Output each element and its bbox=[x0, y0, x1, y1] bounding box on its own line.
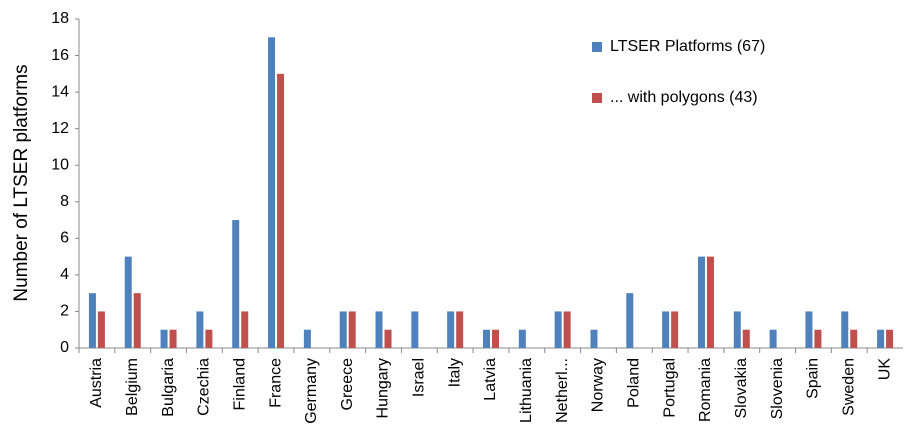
bar bbox=[277, 73, 285, 348]
bar bbox=[626, 293, 634, 348]
x-tick-label: Belgium bbox=[124, 358, 141, 416]
y-axis-label: Number of LTSER platforms bbox=[11, 64, 32, 301]
bar bbox=[241, 311, 249, 348]
x-tick-label: Austria bbox=[88, 358, 105, 408]
x-tick-label: Italy bbox=[446, 358, 463, 387]
x-tick-label: Bulgaria bbox=[160, 358, 177, 417]
bar bbox=[375, 311, 383, 348]
bar bbox=[88, 293, 96, 348]
bar bbox=[850, 329, 858, 348]
y-tick-label: 14 bbox=[51, 83, 69, 100]
x-tick-label: Lithuania bbox=[518, 358, 535, 423]
y-tick-label: 10 bbox=[51, 156, 69, 173]
x-tick-label: Latvia bbox=[482, 358, 499, 401]
bar bbox=[590, 329, 598, 348]
x-tick-label: Hungary bbox=[375, 358, 392, 418]
y-tick-label: 8 bbox=[60, 193, 69, 210]
bar bbox=[706, 256, 714, 348]
x-tick-label: Norway bbox=[590, 358, 607, 412]
x-tick-label: Czechia bbox=[196, 358, 213, 416]
legend-label: ... with polygons (43) bbox=[610, 89, 758, 106]
x-tick-label: Portugal bbox=[661, 358, 678, 418]
x-tick-label: UK bbox=[876, 358, 893, 381]
bar bbox=[169, 329, 177, 348]
bar bbox=[232, 220, 240, 348]
bar bbox=[303, 329, 311, 348]
bar bbox=[384, 329, 392, 348]
x-tick-label: Israel bbox=[411, 358, 428, 397]
x-tick-label: Greece bbox=[339, 358, 356, 411]
bar bbox=[447, 311, 455, 348]
bar bbox=[554, 311, 562, 348]
bar bbox=[348, 311, 356, 348]
bar bbox=[456, 311, 464, 348]
x-tick-label: France bbox=[267, 358, 284, 408]
x-tick-label: Finland bbox=[231, 358, 248, 410]
x-tick-label: Netherl... bbox=[554, 358, 571, 423]
bar bbox=[492, 329, 499, 348]
bar bbox=[518, 329, 526, 348]
bar bbox=[160, 329, 168, 348]
y-tick-label: 18 bbox=[51, 10, 69, 27]
bar bbox=[483, 329, 490, 348]
x-tick-label: Germany bbox=[303, 358, 320, 424]
bar bbox=[742, 329, 750, 348]
bar bbox=[769, 329, 777, 348]
x-tick-label: Slovenia bbox=[769, 358, 786, 419]
bar bbox=[662, 311, 670, 348]
bar bbox=[841, 311, 849, 348]
x-tick-label: Romania bbox=[697, 358, 714, 422]
bar bbox=[814, 329, 822, 348]
y-tick-label: 16 bbox=[51, 47, 69, 64]
bar bbox=[877, 329, 885, 348]
bar bbox=[196, 311, 204, 348]
y-tick-label: 4 bbox=[60, 266, 69, 283]
bar bbox=[133, 293, 141, 348]
y-tick-label: 0 bbox=[60, 339, 69, 356]
y-tick-label: 6 bbox=[60, 230, 69, 247]
bar bbox=[563, 311, 571, 348]
bar bbox=[671, 311, 679, 348]
bar bbox=[411, 311, 419, 348]
bar bbox=[268, 37, 276, 349]
bar bbox=[97, 311, 105, 348]
y-tick-label: 2 bbox=[60, 303, 69, 320]
bar bbox=[339, 311, 347, 348]
bar bbox=[205, 329, 213, 348]
legend-swatch bbox=[592, 93, 602, 103]
y-tick-label: 12 bbox=[51, 120, 69, 137]
x-tick-label: Slovakia bbox=[733, 358, 750, 419]
bar bbox=[733, 311, 741, 348]
x-tick-label: Poland bbox=[626, 358, 643, 408]
x-tick-label: Sweden bbox=[840, 358, 857, 416]
legend-label: LTSER Platforms (67) bbox=[610, 38, 765, 55]
legend-swatch bbox=[592, 42, 602, 52]
bar bbox=[886, 329, 894, 348]
x-tick-label: Spain bbox=[805, 358, 822, 399]
bar bbox=[124, 256, 132, 348]
bar bbox=[697, 256, 705, 348]
bar bbox=[805, 311, 813, 348]
